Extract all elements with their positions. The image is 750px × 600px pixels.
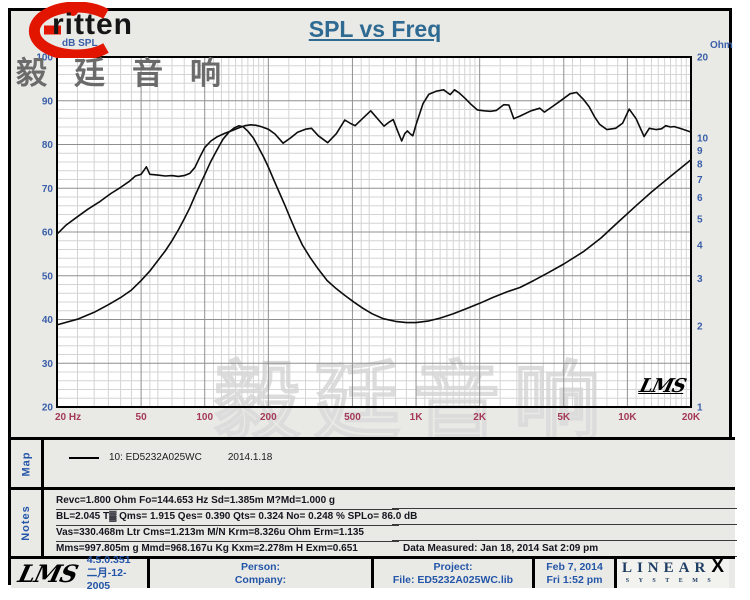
svg-text:70: 70	[42, 184, 54, 195]
svg-text:50: 50	[136, 412, 148, 423]
note-line-1: Revc=1.800 Ohm Fo=144.653 Hz Sd=1.385m M…	[56, 493, 399, 510]
svg-text:60: 60	[42, 228, 54, 239]
brand-logo: ritten	[10, 0, 200, 58]
svg-text:1: 1	[697, 403, 703, 414]
svg-text:毅廷音响: 毅廷音响	[214, 355, 614, 437]
svg-text:5: 5	[697, 214, 703, 225]
svg-text:6: 6	[697, 193, 703, 204]
svg-text:40: 40	[42, 315, 54, 326]
print-time: Fri 1:52 pm	[546, 573, 603, 586]
note-rule-2	[392, 509, 737, 525]
left-axis-label: dB SPL	[62, 38, 98, 49]
person-label: Person:	[240, 560, 281, 573]
legend-line-swatch	[69, 456, 99, 459]
svg-text:7: 7	[697, 175, 703, 186]
date-time-cell: Feb 7, 2014 Fri 1:52 pm	[535, 559, 617, 588]
note-line-2: BL=2.045 T▓ Qms= 1.915 Qes= 0.390 Qts= 0…	[56, 509, 417, 526]
person-company-cell: Person: Company:	[150, 559, 374, 588]
note-rule-1	[392, 493, 737, 509]
version-block: 4.5.0.351 二月-12-2005	[87, 554, 147, 593]
svg-text:2K: 2K	[473, 412, 487, 423]
svg-text:100: 100	[36, 53, 53, 64]
svg-text:9: 9	[697, 146, 703, 157]
right-axis-label: Ohm	[710, 40, 733, 51]
linearx-logo-cell: LINEAR X SYSTEMS	[617, 555, 729, 588]
linearx-systems: SYSTEMS	[625, 577, 721, 584]
svg-text:200: 200	[260, 412, 277, 423]
note-rule-3	[392, 525, 737, 541]
page-title: SPL vs Freq	[308, 16, 442, 42]
company-label: Company:	[234, 573, 287, 586]
version-date: 二月-12-2005	[86, 567, 127, 592]
brand-chinese-name: 毅廷音响	[16, 56, 248, 91]
svg-text:100: 100	[196, 412, 213, 423]
svg-text:30: 30	[42, 359, 54, 370]
file-name: File: ED5232A025WC.lib	[392, 573, 514, 586]
print-date: Feb 7, 2014	[546, 560, 603, 573]
curve-legend: 10: ED5232A025WC 2014.1.18	[69, 452, 272, 463]
svg-text:10K: 10K	[618, 412, 637, 423]
project-label: Project:	[433, 560, 473, 573]
red-swoosh-icon	[28, 2, 109, 58]
svg-text:5K: 5K	[557, 412, 571, 423]
svg-text:8: 8	[697, 160, 703, 171]
lms-version-cell: LMS 4.5.0.351 二月-12-2005	[11, 554, 150, 592]
lms-script-logo-footer: LMS	[15, 559, 81, 588]
version-number: 4.5.0.351	[86, 554, 131, 566]
svg-text:80: 80	[42, 140, 54, 151]
legend-curve-id: 10: ED5232A025WC	[109, 452, 202, 463]
linearx-wordmark: LINEAR X	[621, 555, 725, 577]
brand-word: ritten	[52, 8, 133, 41]
svg-text:20: 20	[697, 53, 709, 64]
spl-vs-freq-chart: 毅廷音响 20 Hz 50 100 200 500 1K 2K 5K 10K 20K 100 90 80 7…	[36, 53, 709, 438]
svg-text:90: 90	[42, 96, 54, 107]
map-section-label: Map	[11, 440, 44, 487]
svg-text:50: 50	[42, 271, 54, 282]
notes-section: Notes Revc=1.800 Ohm Fo=144.653 Hz Sd=1.…	[11, 487, 737, 558]
legend-curve-date: 2014.1.18	[227, 452, 273, 463]
svg-text:20 Hz: 20 Hz	[55, 412, 81, 423]
map-section: Map 10: ED5232A025WC 2014.1.18	[11, 437, 735, 487]
notes-section-label: Notes	[11, 490, 44, 556]
lms-script-logo-chart: LMS	[637, 375, 688, 397]
svg-text:20K: 20K	[682, 412, 701, 423]
svg-text:4: 4	[697, 241, 703, 252]
svg-text:500: 500	[344, 412, 361, 423]
svg-text:2: 2	[697, 322, 703, 333]
svg-text:10: 10	[697, 133, 709, 144]
data-measured-line: Data Measured: Jan 18, 2014 Sat 2:09 pm	[392, 541, 737, 557]
note-line-3: Vas=330.468m Ltr Cms=1.213m M/N Krm=8.32…	[56, 525, 399, 542]
project-file-cell: Project: File: ED5232A025WC.lib	[374, 559, 535, 588]
svg-text:20: 20	[42, 403, 54, 414]
status-bar: LMS 4.5.0.351 二月-12-2005 Person: Company…	[11, 554, 735, 592]
svg-text:3: 3	[697, 274, 703, 285]
svg-text:1K: 1K	[410, 412, 424, 423]
